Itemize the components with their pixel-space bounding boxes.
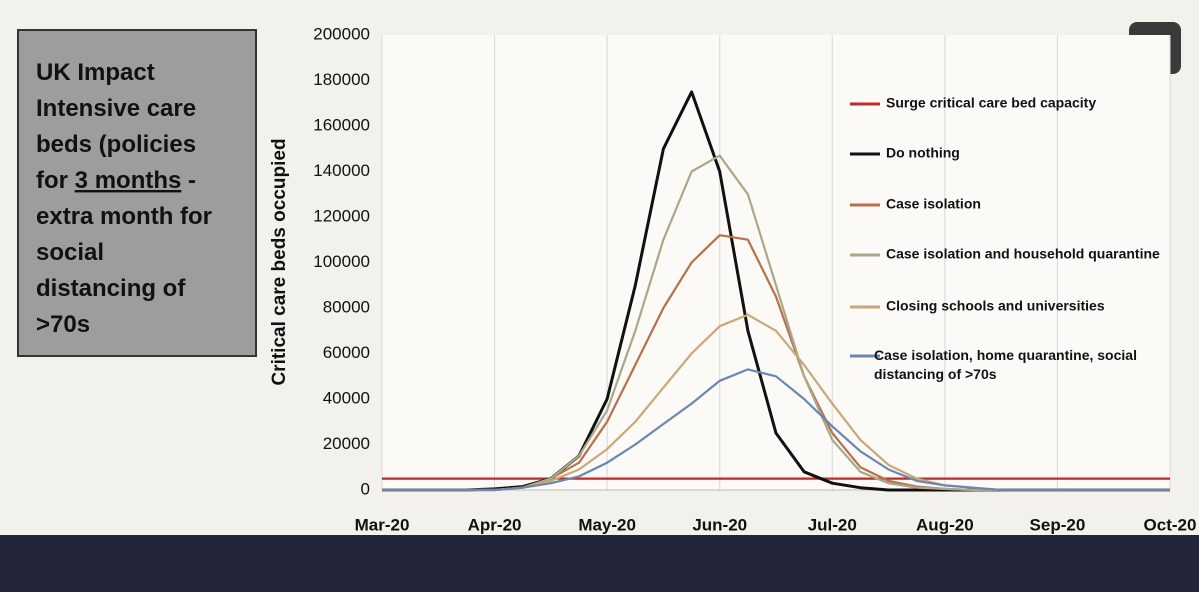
y-axis-title: Critical care beds occupied — [269, 138, 290, 385]
legend-label: Case isolation and household quarantine — [886, 246, 1160, 262]
panel-line: extra month for — [36, 203, 212, 230]
x-tick-label: Jun-20 — [692, 515, 747, 534]
x-tick-label: Jul-20 — [808, 515, 857, 534]
x-tick-label: May-20 — [578, 515, 636, 534]
legend-label: Do nothing — [886, 145, 960, 161]
panel-line: social — [36, 239, 104, 266]
x-tick-label: Aug-20 — [916, 515, 974, 534]
x-tick-label: Mar-20 — [355, 515, 410, 534]
plot: 0 20000 40000 60000 80000 100000 120000 140000 1… — [313, 24, 1196, 534]
panel-line: distancing of — [36, 275, 186, 302]
y-tick-label: 140000 — [313, 161, 370, 180]
panel-line: UK Impact — [36, 59, 155, 86]
panel-line: for — [36, 167, 75, 194]
y-tick-label: 160000 — [313, 115, 370, 134]
y-tick-label: 0 — [361, 479, 370, 498]
y-tick-label: 200000 — [313, 24, 370, 43]
slide: UK Impact Intensive care beds (policies … — [0, 0, 1199, 592]
x-tick-label: Sep-20 — [1030, 515, 1086, 534]
x-tick-label: Apr-20 — [468, 515, 522, 534]
panel-line: >70s — [36, 311, 90, 338]
y-tick-label: 20000 — [323, 434, 370, 453]
slide-footer-band — [0, 535, 1199, 592]
y-tick-label: 40000 — [323, 388, 370, 407]
legend-label: Surge critical care bed capacity — [886, 95, 1096, 111]
panel-line: beds (policies — [36, 131, 196, 158]
y-tick-label: 180000 — [313, 70, 370, 89]
panel-line: - — [181, 167, 196, 194]
x-tick-label: Oct-20 — [1144, 515, 1197, 534]
legend-label: Case isolation — [886, 196, 981, 212]
y-tick-label: 80000 — [323, 297, 370, 316]
legend-label: Closing schools and universities — [886, 298, 1105, 314]
y-tick-label: 120000 — [313, 206, 370, 225]
panel-underlined: 3 months — [75, 167, 182, 194]
y-tick-label: 100000 — [313, 252, 370, 271]
panel-line: Intensive care — [36, 95, 196, 122]
y-tick-label: 60000 — [323, 343, 370, 362]
